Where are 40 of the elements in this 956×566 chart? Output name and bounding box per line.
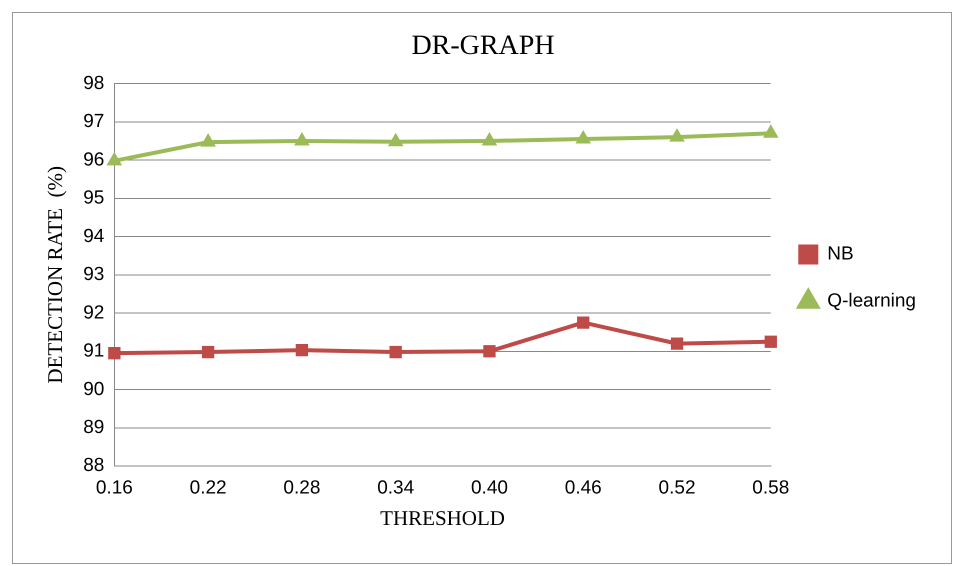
legend-label: Q-learning [827,290,916,312]
x-tick-label: 0.58 [752,478,790,499]
point [483,345,496,358]
x-tick-label: 0.34 [377,478,415,499]
point [390,346,402,358]
x-tick-label: 0.22 [190,478,227,499]
y-tick-label: 98 [83,72,104,94]
chart-title: DR-GRAPH [411,30,555,62]
x-axis-title: THRESHOLD [380,506,505,530]
point [108,347,120,360]
point [202,346,214,358]
x-tick-label: 0.46 [564,478,602,499]
y-tick-label: 92 [83,302,104,324]
point [388,133,404,146]
y-tick-label: 93 [83,264,104,286]
y-tick-label: 95 [83,188,104,209]
point [763,124,778,138]
x-tick-label: 0.40 [470,478,508,499]
point [670,128,684,142]
y-tick-label: 89 [83,416,104,438]
point [482,132,497,146]
point [294,132,310,146]
x-tick-label: 0.52 [658,478,696,499]
point [764,336,777,348]
point [296,344,308,356]
y-tick-label: 91 [83,340,104,362]
x-tick-label: 0.16 [96,478,133,499]
point [106,152,122,166]
x-tick-label: 0.28 [283,478,320,499]
y-axis-title: DETECTION RATE (%) [43,166,68,384]
y-tick-label: 88 [83,455,104,476]
y-tick-label: 97 [83,111,104,132]
y-tick-label: 96 [83,149,104,170]
point [577,316,590,329]
legend-label: NB [827,244,854,265]
point [670,337,684,350]
y-tick-label: 90 [83,378,104,400]
point [200,134,216,147]
y-tick-label: 94 [83,226,105,247]
point [576,130,591,144]
